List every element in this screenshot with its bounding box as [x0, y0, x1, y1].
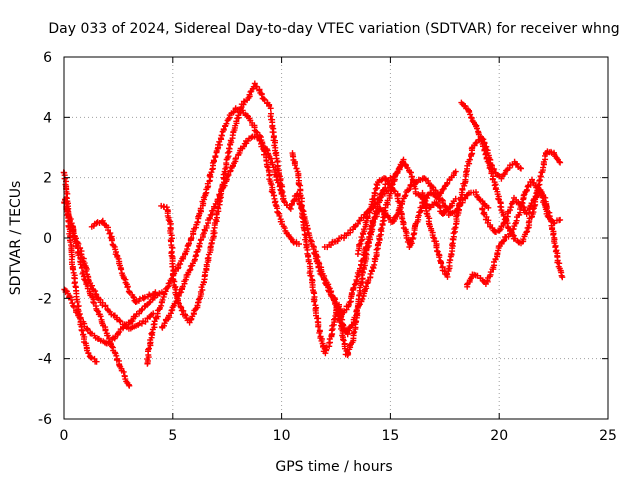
x-tick-label: 25 — [599, 428, 617, 444]
y-tick-label: 4 — [43, 110, 52, 126]
data-series-track-15 — [464, 176, 566, 290]
x-tick-label: 15 — [381, 428, 399, 444]
data-series-track-5 — [88, 217, 159, 305]
data-series-track-7 — [144, 105, 285, 367]
y-tick-label: -2 — [38, 291, 52, 307]
y-tick-label: 0 — [43, 231, 52, 247]
y-tick-label: -4 — [38, 352, 52, 368]
data-series-track-8 — [159, 133, 302, 331]
x-tick-label: 10 — [273, 428, 291, 444]
grid-layer — [64, 57, 608, 419]
y-tick-label: 6 — [43, 50, 52, 66]
data-series-track-11 — [311, 168, 459, 359]
data-series-track-16 — [479, 187, 564, 235]
data-series-track-17 — [354, 160, 459, 257]
chart-title: Day 033 of 2024, Sidereal Day-to-day VTE… — [48, 21, 619, 37]
y-tick-label: 2 — [43, 171, 52, 187]
x-tick-label: 5 — [168, 428, 177, 444]
x-axis-label: GPS time / hours — [275, 459, 392, 475]
y-tick-label: -6 — [38, 412, 52, 428]
data-series-track-14 — [458, 99, 564, 247]
data-layer — [60, 80, 566, 389]
y-axis-label: SDTVAR / TECUs — [8, 181, 24, 296]
x-tick-label: 20 — [490, 428, 508, 444]
data-series-track-13 — [419, 135, 524, 280]
x-tick-label: 0 — [60, 428, 69, 444]
tick-layer: 0 5 10 15 20 25 -6 -4 -2 0 2 4 6 — [38, 50, 617, 444]
